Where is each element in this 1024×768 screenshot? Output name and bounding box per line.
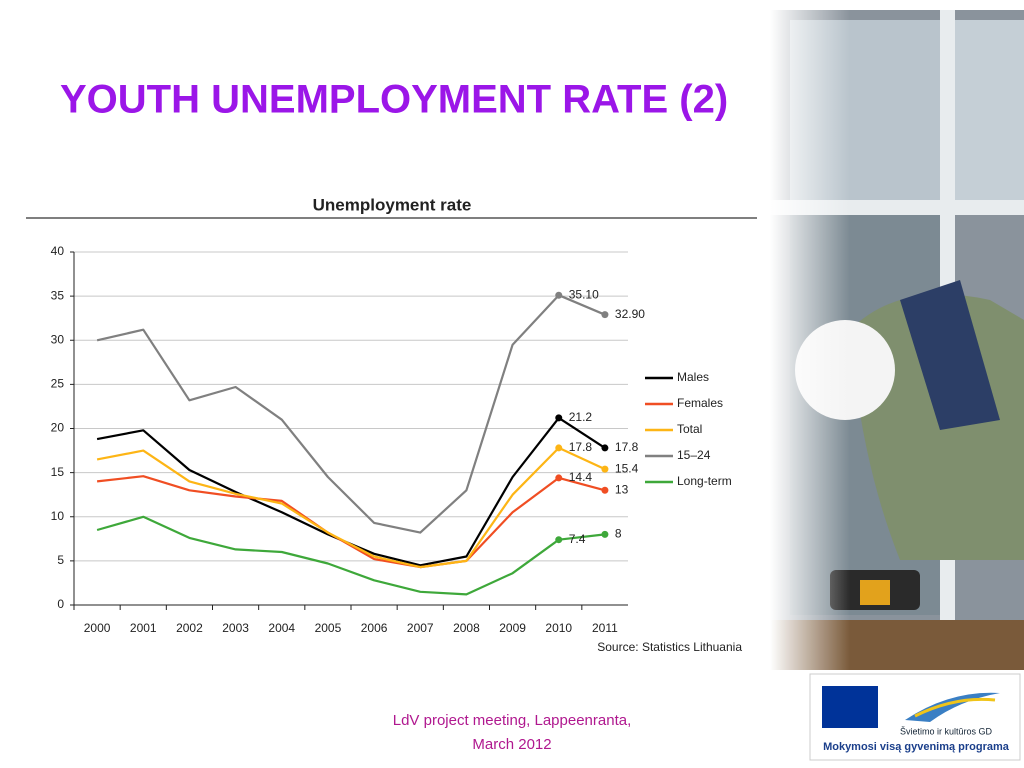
series-line [96, 446, 606, 569]
y-tick-label: 25 [51, 377, 65, 391]
series-line [96, 475, 606, 569]
legend-label: Total [677, 422, 702, 436]
footer: LdV project meeting, Lappeenranta, [393, 712, 632, 729]
logo-text: Mokymosi visą gyvenimą programa [823, 741, 1010, 753]
photo [770, 10, 1024, 670]
data-point [601, 465, 609, 473]
logo-text: Švietimo ir kultūros GD [900, 726, 993, 736]
x-tick-label: 2009 [499, 621, 526, 635]
data-point [601, 311, 609, 319]
legend-label: Long-term [677, 474, 732, 488]
chart-title: Unemployment rate [313, 195, 472, 214]
chart: 0 5 10 15 20 25 30 35 40 2000 2001 2002 2003 2004 2005… [51, 244, 732, 635]
x-tick-label: 2002 [176, 621, 203, 635]
data-label: 13 [615, 482, 629, 496]
x-tick-label: 2000 [84, 621, 111, 635]
data-label: 21.2 [569, 410, 593, 424]
data-point [555, 414, 563, 422]
data-label: 17.8 [615, 440, 639, 454]
series-line [96, 515, 606, 596]
data-point [555, 536, 563, 544]
x-tick-label: 2006 [361, 621, 388, 635]
data-point [601, 530, 609, 538]
data-point [555, 444, 563, 452]
x-tick-label: 2004 [268, 621, 295, 635]
data-point [601, 444, 609, 452]
x-tick-label: 2007 [407, 621, 434, 635]
y-tick-label: 40 [51, 244, 65, 258]
series-line [96, 294, 606, 534]
y-tick-label: 35 [51, 288, 65, 302]
x-tick-label: 2010 [545, 621, 572, 635]
legend-label: 15–24 [677, 448, 711, 462]
x-tick-label: 2011 [592, 621, 618, 635]
footer: March 2012 [472, 736, 551, 753]
y-tick-label: 5 [57, 553, 64, 567]
data-point [555, 474, 563, 482]
data-point [555, 291, 563, 299]
data-label: 17.8 [569, 440, 593, 454]
x-tick-label: 2005 [315, 621, 342, 635]
slide-title: YOUTH UNEMPLOYMENT RATE (2) [60, 78, 728, 122]
data-label: 7.4 [569, 532, 586, 546]
x-tick-label: 2003 [222, 621, 249, 635]
x-tick-label: 2001 [130, 621, 157, 635]
legend-label: Males [677, 370, 709, 384]
data-label: 14.4 [569, 470, 593, 484]
series-line [96, 416, 606, 567]
data-label: 15.4 [615, 461, 639, 475]
y-tick-label: 10 [51, 509, 65, 523]
data-label: 32.90 [615, 307, 645, 321]
legend-label: Females [677, 396, 723, 410]
data-label: 8 [615, 527, 622, 541]
y-tick-label: 15 [51, 465, 65, 479]
y-tick-label: 30 [51, 332, 65, 346]
data-point [601, 486, 609, 494]
x-tick-label: 2008 [453, 621, 480, 635]
y-tick-label: 20 [51, 421, 65, 435]
y-tick-label: 0 [57, 597, 64, 611]
data-label: 35.10 [569, 287, 599, 301]
source: Source: Statistics Lithuania [597, 640, 742, 654]
logo: Švietimo ir kultūros GD Mokymosi visą gy… [809, 673, 1021, 761]
